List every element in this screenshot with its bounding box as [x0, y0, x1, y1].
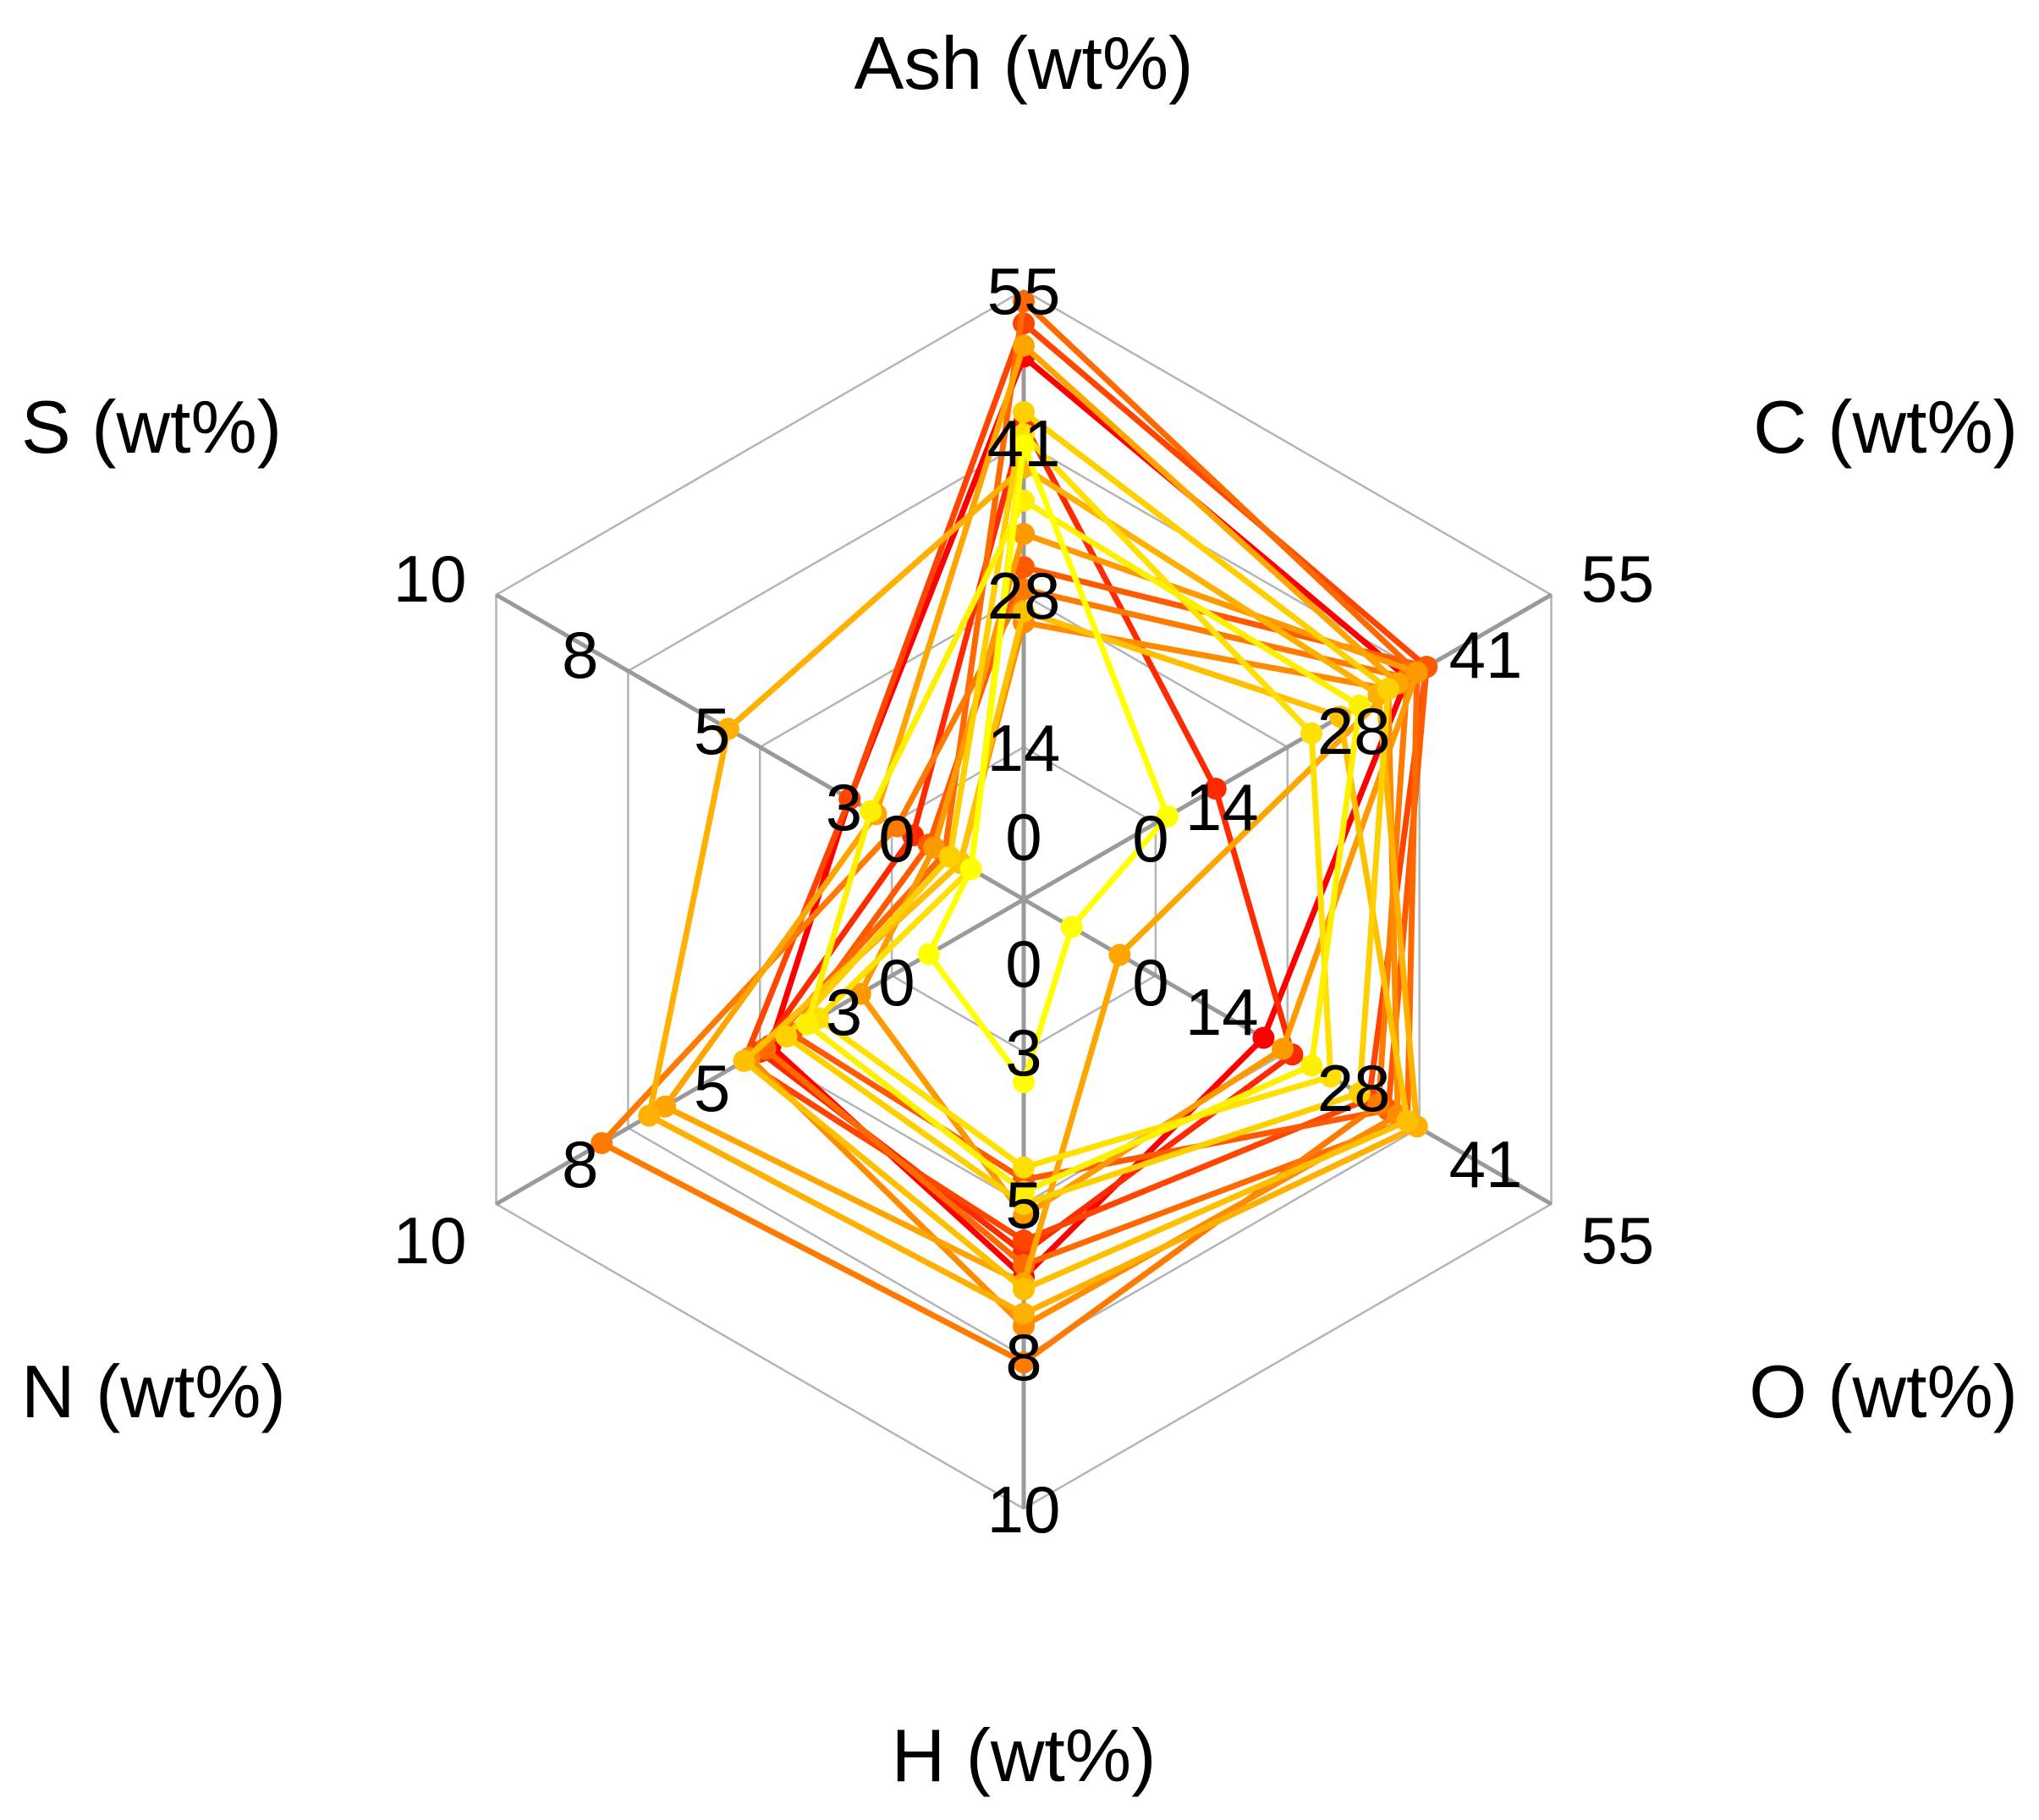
data-point	[1300, 722, 1323, 745]
tick-label: 41	[987, 406, 1061, 481]
data-point	[717, 718, 739, 740]
data-point	[917, 943, 940, 965]
tick-label: 14	[1185, 975, 1259, 1049]
series-10	[733, 600, 1419, 1300]
tick-label: 10	[987, 1472, 1061, 1547]
tick-label: 41	[1449, 618, 1523, 692]
tick-label: 55	[1581, 1203, 1655, 1278]
tick-label: 3	[826, 975, 862, 1049]
tick-label: 10	[393, 542, 467, 616]
tick-label: 28	[1317, 1051, 1391, 1125]
tick-label: 8	[1005, 1320, 1041, 1394]
axis-title: Ash (wt%)	[855, 21, 1194, 105]
data-point	[849, 982, 871, 1005]
data-point	[1348, 1082, 1371, 1105]
tick-label: 3	[1005, 1015, 1041, 1090]
data-point	[1013, 1156, 1035, 1179]
data-point	[1013, 600, 1035, 623]
tick-label: 0	[1132, 945, 1168, 1020]
data-point	[1013, 434, 1035, 457]
series-14	[917, 434, 1179, 1093]
data-point	[838, 788, 861, 811]
tick-label: 5	[694, 1051, 730, 1125]
tick-label: 0	[1132, 801, 1168, 876]
data-point	[1377, 678, 1399, 701]
data-point	[1013, 1351, 1035, 1374]
data-point	[1319, 1065, 1342, 1088]
data-point	[1013, 1071, 1035, 1093]
data-point	[1013, 1278, 1035, 1300]
tick-label: 41	[1449, 1127, 1523, 1201]
axis-title: S (wt%)	[21, 385, 282, 469]
tick-label: 28	[1317, 694, 1391, 768]
axis-spoke-1	[1022, 592, 1553, 902]
data-point	[1060, 915, 1083, 938]
series-5	[591, 578, 1419, 1374]
tick-label: 14	[1185, 770, 1259, 844]
data-point	[1272, 1037, 1294, 1060]
data-point	[1013, 1180, 1035, 1203]
data-point	[1157, 805, 1179, 828]
data-point	[796, 1013, 819, 1036]
tick-label: 55	[987, 254, 1061, 328]
tick-label: 10	[393, 1203, 467, 1278]
data-point	[938, 845, 961, 868]
data-point	[733, 1049, 756, 1072]
data-point	[1013, 523, 1035, 545]
axis-title: O (wt%)	[1749, 1350, 2018, 1433]
radar-series	[591, 290, 1438, 1374]
tick-label: 3	[826, 770, 862, 844]
tick-label: 14	[987, 711, 1061, 785]
data-point	[1348, 694, 1371, 717]
data-point	[1300, 1054, 1323, 1077]
data-point	[886, 815, 909, 838]
axis-title: H (wt%)	[892, 1713, 1157, 1797]
axis-title: N (wt%)	[21, 1350, 286, 1433]
data-point	[1405, 661, 1428, 684]
data-point	[860, 800, 882, 822]
data-point	[591, 1132, 613, 1154]
tick-label: 0	[1005, 926, 1041, 1001]
tick-label: 0	[878, 801, 915, 876]
tick-label: 8	[562, 618, 598, 692]
tick-label: 55	[1581, 542, 1655, 616]
data-point	[1013, 290, 1035, 313]
tick-label: 5	[1005, 1168, 1041, 1242]
data-point	[1396, 1109, 1419, 1132]
tick-label: 8	[562, 1127, 598, 1201]
data-point	[638, 1104, 661, 1127]
tick-label: 28	[987, 558, 1061, 633]
data-point	[1252, 1026, 1275, 1049]
data-point	[1367, 1093, 1390, 1116]
radar-axis-titles: Ash (wt%) C (wt%) O (wt%) H (wt%) N (wt%) S (…	[21, 21, 2018, 1797]
data-point	[1013, 334, 1035, 357]
tick-label: 0	[878, 945, 915, 1020]
data-point	[1108, 943, 1131, 966]
tick-label: 0	[1005, 800, 1041, 874]
data-point	[1013, 401, 1035, 423]
data-point	[775, 1025, 798, 1047]
axis-title: C (wt%)	[1753, 385, 2018, 469]
data-point	[1013, 1229, 1035, 1252]
data-point	[959, 858, 982, 880]
data-point	[1329, 706, 1352, 728]
tick-label: 5	[694, 694, 730, 768]
data-point	[1013, 1302, 1035, 1325]
data-point	[1204, 778, 1227, 800]
data-point	[1013, 578, 1035, 601]
